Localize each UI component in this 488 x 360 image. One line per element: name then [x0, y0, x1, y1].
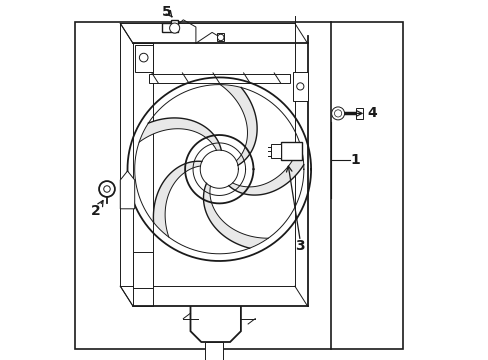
- Circle shape: [103, 186, 110, 192]
- Text: 5: 5: [162, 5, 172, 18]
- Polygon shape: [220, 85, 257, 165]
- Circle shape: [331, 107, 344, 120]
- Text: 1: 1: [349, 153, 359, 167]
- Text: 2: 2: [91, 204, 101, 217]
- Polygon shape: [139, 118, 221, 150]
- Polygon shape: [204, 342, 223, 360]
- Text: 4: 4: [366, 107, 376, 120]
- Circle shape: [139, 53, 148, 62]
- Bar: [280, 142, 302, 160]
- Bar: [149, 74, 289, 83]
- Circle shape: [217, 34, 224, 41]
- Bar: [133, 43, 152, 306]
- Circle shape: [169, 23, 179, 33]
- Polygon shape: [134, 45, 152, 72]
- Polygon shape: [217, 33, 224, 41]
- Polygon shape: [292, 72, 307, 101]
- Text: 3: 3: [295, 239, 305, 253]
- Polygon shape: [355, 108, 363, 119]
- Polygon shape: [162, 20, 178, 32]
- Circle shape: [334, 110, 341, 117]
- Bar: [271, 144, 280, 158]
- Polygon shape: [120, 171, 134, 209]
- Circle shape: [296, 83, 303, 90]
- Polygon shape: [228, 144, 303, 195]
- Polygon shape: [133, 252, 152, 288]
- Circle shape: [99, 181, 115, 197]
- Polygon shape: [203, 183, 268, 248]
- Polygon shape: [153, 161, 202, 237]
